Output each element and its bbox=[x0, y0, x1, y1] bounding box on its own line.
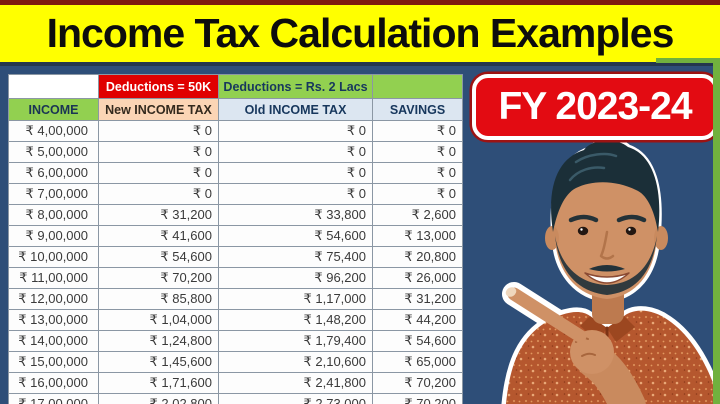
table-row: ₹ 14,00,000 ₹ 1,24,800 ₹ 1,79,400 ₹ 54,600 bbox=[8, 330, 463, 352]
table-row: ₹ 16,00,000 ₹ 1,71,600 ₹ 2,41,800 ₹ 70,200 bbox=[8, 372, 463, 394]
cell-old-tax: ₹ 54,600 bbox=[218, 225, 373, 247]
table-row: ₹ 12,00,000 ₹ 85,800 ₹ 1,17,000 ₹ 31,200 bbox=[8, 288, 463, 310]
cell-savings: ₹ 0 bbox=[372, 141, 463, 163]
cell-old-tax: ₹ 2,41,800 bbox=[218, 372, 373, 394]
income-column-header: INCOME bbox=[8, 98, 99, 121]
cell-savings: ₹ 70,200 bbox=[372, 393, 463, 404]
cell-income: ₹ 10,00,000 bbox=[8, 246, 99, 268]
cell-new-tax: ₹ 1,24,800 bbox=[98, 330, 219, 352]
cell-savings: ₹ 0 bbox=[372, 120, 463, 142]
cell-new-tax: ₹ 1,71,600 bbox=[98, 372, 219, 394]
table-row: ₹ 8,00,000 ₹ 31,200 ₹ 33,800 ₹ 2,600 bbox=[8, 204, 463, 226]
cell-old-tax: ₹ 96,200 bbox=[218, 267, 373, 289]
right-green-border-top bbox=[656, 58, 720, 63]
new-tax-column-header: New INCOME TAX bbox=[98, 98, 219, 121]
table-row: ₹ 6,00,000 ₹ 0 ₹ 0 ₹ 0 bbox=[8, 162, 463, 184]
cell-savings: ₹ 65,000 bbox=[372, 351, 463, 373]
deductions-header-row: Deductions = 50K Deductions = Rs. 2 Lacs bbox=[8, 74, 463, 99]
cell-old-tax: ₹ 1,79,400 bbox=[218, 330, 373, 352]
table-row: ₹ 15,00,000 ₹ 1,45,600 ₹ 2,10,600 ₹ 65,000 bbox=[8, 351, 463, 373]
beard bbox=[555, 236, 657, 295]
cell-new-tax: ₹ 2,02,800 bbox=[98, 393, 219, 404]
income-tax-table: Deductions = 50K Deductions = Rs. 2 Lacs… bbox=[8, 74, 463, 404]
cell-income: ₹ 12,00,000 bbox=[8, 288, 99, 310]
cell-income: ₹ 13,00,000 bbox=[8, 309, 99, 331]
cell-old-tax: ₹ 2,73,000 bbox=[218, 393, 373, 404]
old-tax-column-header: Old INCOME TAX bbox=[218, 98, 373, 121]
cell-old-tax: ₹ 0 bbox=[218, 183, 373, 205]
cell-income: ₹ 4,00,000 bbox=[8, 120, 99, 142]
cell-income: ₹ 6,00,000 bbox=[8, 162, 99, 184]
cell-savings: ₹ 70,200 bbox=[372, 372, 463, 394]
fingernail bbox=[505, 287, 517, 297]
cell-savings: ₹ 13,000 bbox=[372, 225, 463, 247]
deductions-new-header: Deductions = 50K bbox=[98, 74, 219, 99]
table-row: ₹ 4,00,000 ₹ 0 ₹ 0 ₹ 0 bbox=[8, 120, 463, 142]
cell-savings: ₹ 54,600 bbox=[372, 330, 463, 352]
cell-new-tax: ₹ 0 bbox=[98, 120, 219, 142]
cell-savings: ₹ 20,800 bbox=[372, 246, 463, 268]
cell-savings: ₹ 31,200 bbox=[372, 288, 463, 310]
cell-old-tax: ₹ 33,800 bbox=[218, 204, 373, 226]
cell-income: ₹ 5,00,000 bbox=[8, 141, 99, 163]
table-row: ₹ 13,00,000 ₹ 1,04,000 ₹ 1,48,200 ₹ 44,200 bbox=[8, 309, 463, 331]
savings-column-header: SAVINGS bbox=[372, 98, 463, 121]
cell-old-tax: ₹ 75,400 bbox=[218, 246, 373, 268]
cell-income: ₹ 8,00,000 bbox=[8, 204, 99, 226]
cell-new-tax: ₹ 85,800 bbox=[98, 288, 219, 310]
right-green-border bbox=[713, 58, 720, 404]
cell-savings: ₹ 0 bbox=[372, 183, 463, 205]
cell-new-tax: ₹ 0 bbox=[98, 162, 219, 184]
cell-income: ₹ 15,00,000 bbox=[8, 351, 99, 373]
deductions-old-header: Deductions = Rs. 2 Lacs bbox=[218, 74, 373, 99]
blank-green-cell bbox=[372, 74, 463, 99]
blank-corner-cell bbox=[8, 74, 99, 99]
cell-old-tax: ₹ 1,48,200 bbox=[218, 309, 373, 331]
title-divider bbox=[0, 62, 720, 66]
cell-income: ₹ 16,00,000 bbox=[8, 372, 99, 394]
cell-savings: ₹ 0 bbox=[372, 162, 463, 184]
cell-new-tax: ₹ 41,600 bbox=[98, 225, 219, 247]
smile bbox=[584, 272, 630, 284]
table-row: ₹ 9,00,000 ₹ 41,600 ₹ 54,600 ₹ 13,000 bbox=[8, 225, 463, 247]
table-row: ₹ 17,00,000 ₹ 2,02,800 ₹ 2,73,000 ₹ 70,200 bbox=[8, 393, 463, 404]
hair bbox=[551, 140, 660, 232]
table-row: ₹ 5,00,000 ₹ 0 ₹ 0 ₹ 0 bbox=[8, 141, 463, 163]
cell-savings: ₹ 26,000 bbox=[372, 267, 463, 289]
cell-income: ₹ 14,00,000 bbox=[8, 330, 99, 352]
cell-new-tax: ₹ 1,45,600 bbox=[98, 351, 219, 373]
cell-income: ₹ 11,00,000 bbox=[8, 267, 99, 289]
cell-old-tax: ₹ 0 bbox=[218, 120, 373, 142]
cell-old-tax: ₹ 2,10,600 bbox=[218, 351, 373, 373]
cell-new-tax: ₹ 0 bbox=[98, 141, 219, 163]
cell-new-tax: ₹ 1,04,000 bbox=[98, 309, 219, 331]
cell-new-tax: ₹ 54,600 bbox=[98, 246, 219, 268]
cell-savings: ₹ 2,600 bbox=[372, 204, 463, 226]
cell-income: ₹ 7,00,000 bbox=[8, 183, 99, 205]
cell-new-tax: ₹ 31,200 bbox=[98, 204, 219, 226]
table-row: ₹ 10,00,000 ₹ 54,600 ₹ 75,400 ₹ 20,800 bbox=[8, 246, 463, 268]
cell-new-tax: ₹ 70,200 bbox=[98, 267, 219, 289]
cell-new-tax: ₹ 0 bbox=[98, 183, 219, 205]
top-border-strip bbox=[0, 0, 720, 5]
cell-income: ₹ 9,00,000 bbox=[8, 225, 99, 247]
table-row: ₹ 11,00,000 ₹ 70,200 ₹ 96,200 ₹ 26,000 bbox=[8, 267, 463, 289]
cell-income: ₹ 17,00,000 bbox=[8, 393, 99, 404]
page-title: Income Tax Calculation Examples bbox=[46, 10, 675, 56]
cell-old-tax: ₹ 0 bbox=[218, 162, 373, 184]
table-row: ₹ 7,00,000 ₹ 0 ₹ 0 ₹ 0 bbox=[8, 183, 463, 205]
fy-badge: FY 2023-24 bbox=[472, 74, 718, 140]
cell-savings: ₹ 44,200 bbox=[372, 309, 463, 331]
table-body: ₹ 4,00,000 ₹ 0 ₹ 0 ₹ 0 ₹ 5,00,000 ₹ 0 ₹ 0 ₹ 0 ₹ … bbox=[8, 120, 463, 404]
cell-old-tax: ₹ 0 bbox=[218, 141, 373, 163]
pointing-finger bbox=[507, 287, 587, 343]
column-header-row: INCOME New INCOME TAX Old INCOME TAX SAV… bbox=[8, 98, 463, 121]
fy-badge-label: FY 2023-24 bbox=[498, 85, 692, 128]
cell-old-tax: ₹ 1,17,000 bbox=[218, 288, 373, 310]
title-banner: Income Tax Calculation Examples bbox=[0, 5, 720, 62]
presenter-illustration bbox=[501, 138, 720, 404]
